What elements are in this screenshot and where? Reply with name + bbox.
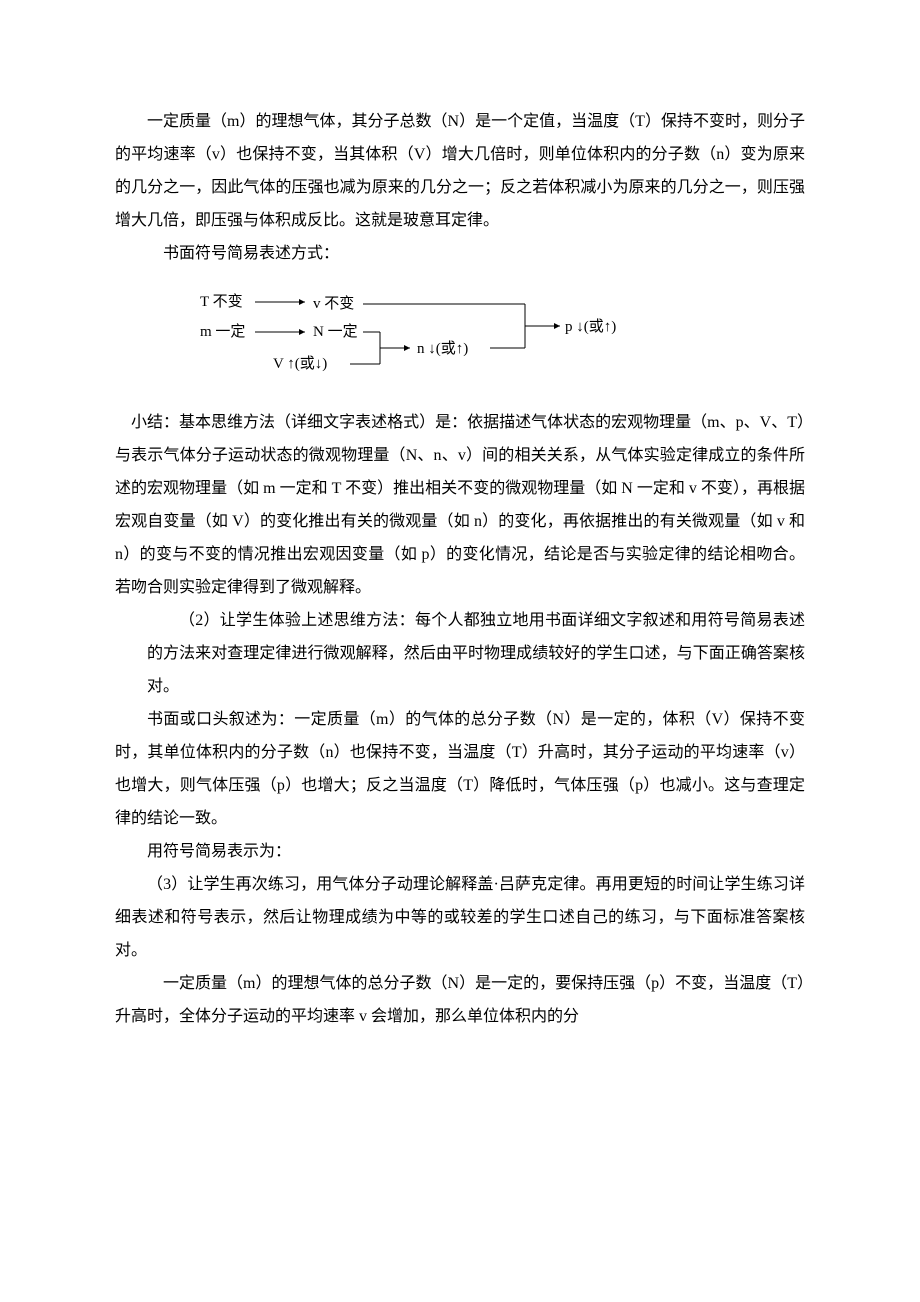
logic-diagram: T 不变 v 不变 m 一定 N 一定 V ↑(或↓) n ↓(或↑) p ↓(… [185,288,805,388]
paragraph-symbol-heading: 书面符号简易表述方式： [115,237,805,270]
diagram-N: N 一定 [313,323,358,340]
diagram-m: m 一定 [200,323,245,340]
document-page: 一定质量（m）的理想气体，其分子总数（N）是一个定值，当温度（T）保持不变时，则… [0,0,920,1302]
paragraph-summary: 小结：基本思维方法（详细文字表述格式）是：依据描述气体状态的宏观物理量（m、p、… [115,406,805,604]
paragraph-gaylussac: 一定质量（m）的理想气体的总分子数（N）是一定的，要保持压强（p）不变，当温度（… [115,967,805,1033]
diagram-v: v 不变 [313,295,354,312]
paragraph-symbol2: 用符号简易表示为： [115,835,805,868]
paragraph-boyle: 一定质量（m）的理想气体，其分子总数（N）是一个定值，当温度（T）保持不变时，则… [115,105,805,237]
diagram-n: n ↓(或↑) [417,340,468,357]
paragraph-charles: 书面或口头叙述为：一定质量（m）的气体的总分子数（N）是一定的，体积（V）保持不… [115,703,805,835]
diagram-t: T 不变 [200,293,243,310]
diagram-p: p ↓(或↑) [565,318,616,335]
diagram-V: V ↑(或↓) [273,355,327,372]
paragraph-step2: （2）让学生体验上述思维方法：每个人都独立地用书面详细文字叙述和用符号简易表述的… [115,604,805,703]
paragraph-step3: （3）让学生再次练习，用气体分子动理论解释盖·吕萨克定律。再用更短的时间让学生练… [115,868,805,967]
